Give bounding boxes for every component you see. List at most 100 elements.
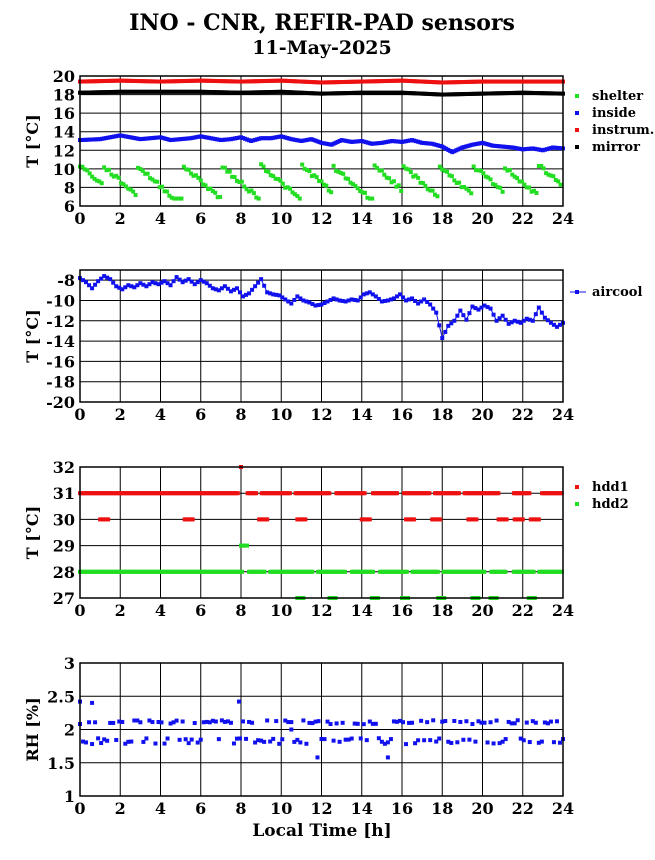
data-point bbox=[194, 78, 199, 83]
data-point bbox=[265, 90, 270, 95]
data-point bbox=[111, 720, 116, 725]
data-point bbox=[502, 79, 507, 84]
data-point bbox=[226, 90, 231, 95]
data-point bbox=[241, 543, 246, 548]
data-point bbox=[174, 718, 179, 723]
data-point bbox=[281, 89, 286, 94]
data-point bbox=[285, 185, 290, 190]
data-point bbox=[548, 173, 553, 178]
data-point bbox=[436, 92, 441, 97]
data-point bbox=[534, 91, 539, 96]
data-point bbox=[553, 177, 558, 182]
data-point bbox=[498, 144, 503, 149]
data-point bbox=[482, 141, 487, 146]
data-point bbox=[307, 91, 312, 96]
data-point bbox=[309, 91, 314, 96]
data-point bbox=[184, 167, 189, 172]
y-tick-label: 32 bbox=[53, 458, 75, 477]
data-point bbox=[165, 736, 170, 741]
data-point bbox=[290, 190, 295, 195]
data-point bbox=[455, 740, 460, 745]
data-point bbox=[190, 89, 195, 94]
data-point bbox=[512, 145, 517, 150]
data-point bbox=[176, 137, 181, 142]
data-point bbox=[408, 79, 413, 84]
data-point bbox=[358, 189, 363, 194]
data-point bbox=[162, 79, 167, 84]
data-point bbox=[267, 90, 272, 95]
data-point bbox=[207, 720, 212, 725]
data-point bbox=[473, 739, 478, 744]
data-point bbox=[498, 91, 503, 96]
data-point bbox=[208, 136, 213, 141]
data-point bbox=[200, 78, 205, 83]
data-point bbox=[367, 196, 372, 201]
data-point bbox=[373, 141, 378, 146]
data-point bbox=[170, 137, 175, 142]
y-tick-label: 27 bbox=[53, 589, 75, 608]
x-tick-label: 6 bbox=[195, 799, 206, 818]
data-point bbox=[134, 136, 139, 141]
data-point bbox=[224, 137, 229, 142]
data-point bbox=[534, 147, 539, 152]
data-point bbox=[182, 89, 187, 94]
x-tick-label: 10 bbox=[270, 405, 292, 424]
data-point bbox=[98, 137, 103, 142]
data-point bbox=[496, 91, 501, 96]
x-axis-label: Local Time [h] bbox=[252, 821, 391, 841]
data-point bbox=[370, 721, 375, 726]
data-point bbox=[430, 141, 435, 146]
data-point bbox=[102, 79, 107, 84]
data-point bbox=[244, 736, 249, 741]
data-point bbox=[150, 720, 155, 725]
data-point bbox=[310, 721, 315, 726]
data-point bbox=[106, 517, 111, 522]
data-point bbox=[381, 79, 386, 84]
data-point bbox=[118, 133, 123, 138]
data-point bbox=[253, 79, 258, 84]
x-tick-label: 20 bbox=[471, 405, 493, 424]
y-axis-label: T [°C] bbox=[23, 309, 42, 362]
data-point bbox=[180, 136, 185, 141]
data-point bbox=[554, 79, 559, 84]
data-point bbox=[135, 718, 140, 723]
data-point bbox=[124, 78, 129, 83]
data-point bbox=[494, 144, 499, 149]
data-point bbox=[486, 79, 491, 84]
data-point bbox=[288, 186, 293, 191]
data-point bbox=[536, 91, 541, 96]
data-point bbox=[138, 167, 143, 172]
data-point bbox=[458, 92, 463, 97]
data-point bbox=[416, 738, 421, 743]
data-point bbox=[542, 79, 547, 84]
data-point bbox=[203, 183, 208, 188]
data-point bbox=[363, 79, 368, 84]
data-point bbox=[202, 89, 207, 94]
data-point bbox=[460, 145, 465, 150]
data-point bbox=[530, 146, 535, 151]
data-point bbox=[464, 186, 469, 191]
data-point bbox=[156, 79, 161, 84]
data-point bbox=[539, 163, 544, 168]
data-point bbox=[100, 90, 105, 95]
data-point bbox=[166, 79, 171, 84]
data-point bbox=[167, 193, 172, 198]
data-point bbox=[404, 166, 409, 171]
data-point bbox=[343, 79, 348, 84]
data-point bbox=[401, 164, 406, 169]
x-tick-label: 0 bbox=[74, 209, 85, 228]
data-point bbox=[180, 719, 185, 724]
data-point bbox=[502, 144, 507, 149]
data-point bbox=[303, 517, 308, 522]
data-point bbox=[121, 182, 126, 187]
data-point bbox=[225, 719, 230, 724]
data-point bbox=[171, 720, 176, 725]
data-point bbox=[192, 89, 197, 94]
data-point bbox=[234, 79, 239, 84]
data-point bbox=[232, 136, 237, 141]
data-point bbox=[462, 79, 467, 84]
data-point bbox=[110, 89, 115, 94]
data-point bbox=[333, 91, 338, 96]
data-point bbox=[220, 79, 225, 84]
